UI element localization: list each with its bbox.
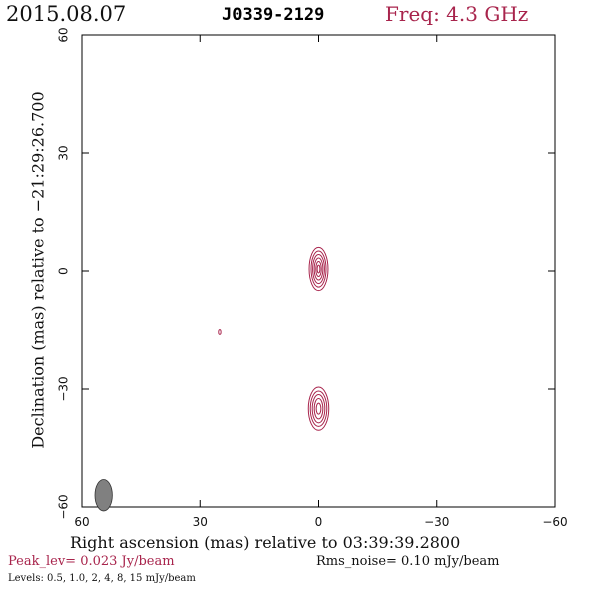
- x-tick-label: 30: [193, 515, 208, 529]
- peak-level: Peak_lev= 0.023 Jy/beam: [8, 554, 175, 569]
- y-axis-label: Declination (mas) relative to −21:29:26.…: [28, 91, 48, 449]
- x-tick-label: 60: [74, 515, 89, 529]
- contour-levels: Levels: 0.5, 1.0, 2, 4, 8, 15 mJy/beam: [8, 573, 196, 584]
- x-axis-label: Right ascension (mas) relative to 03:39:…: [70, 533, 461, 552]
- contour-level-core-3: [313, 257, 324, 281]
- rms-noise: Rms_noise= 0.10 mJy/beam: [316, 554, 500, 569]
- frequency-label: Freq: 4.3 GHz: [385, 2, 529, 26]
- contour-level-core-1: [310, 250, 327, 288]
- beam-layer: [94, 479, 113, 512]
- axis-ticks: 60 30 0 −30 −60 −60 −30 0 30 60: [57, 27, 568, 529]
- source-name: J0339-2129: [222, 5, 325, 25]
- contour-level-core-5: [316, 264, 321, 274]
- contour-level-southern-4: [315, 402, 322, 415]
- x-tick-label: −30: [424, 515, 449, 529]
- plot-frame: [81, 34, 556, 508]
- beam-ellipse: [94, 479, 113, 512]
- contour-level-southern-2: [311, 394, 326, 424]
- y-tick-label: 0: [57, 267, 71, 275]
- x-tick-label: 0: [315, 515, 323, 529]
- contour-level-isolated-0: [218, 329, 222, 335]
- contour-layer: [218, 246, 330, 431]
- contour-level-core-0: [308, 246, 329, 292]
- contour-level-core-2: [312, 253, 325, 285]
- y-tick-label: −30: [57, 376, 71, 401]
- x-tick-label: −60: [542, 515, 567, 529]
- observation-date: 2015.08.07: [6, 2, 127, 26]
- y-tick-label: 30: [57, 145, 71, 160]
- contour-level-southern-1: [309, 390, 328, 427]
- contour-level-southern-3: [313, 397, 324, 420]
- y-tick-label: −60: [57, 494, 71, 519]
- y-tick-label: 60: [57, 27, 71, 42]
- contour-level-southern-0: [307, 386, 330, 431]
- contour-level-core-4: [315, 261, 322, 278]
